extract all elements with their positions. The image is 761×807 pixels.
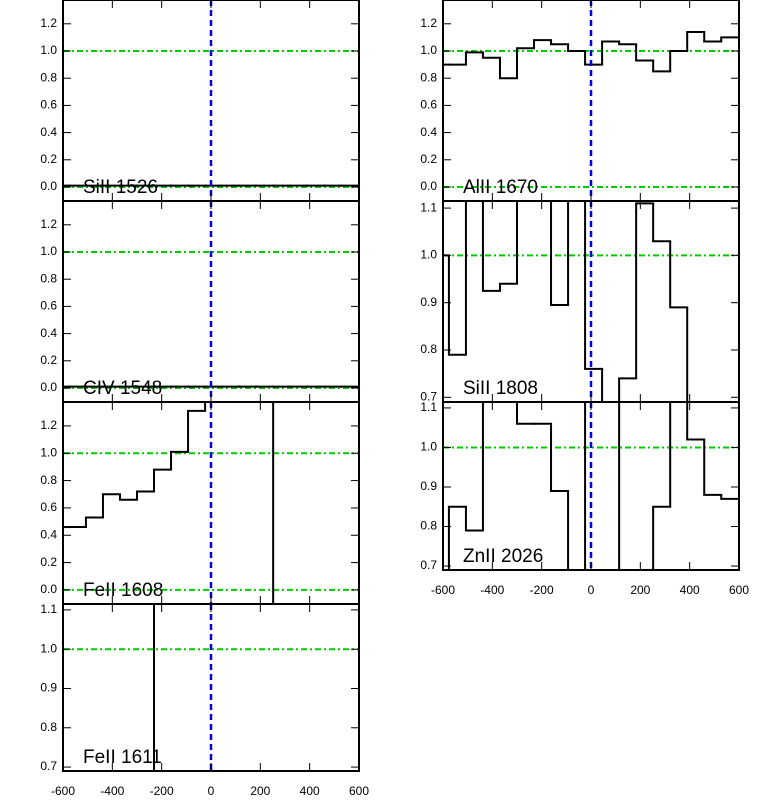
y-tick-label: 0.7: [420, 389, 437, 403]
spectrum: [63, 402, 275, 604]
y-tick-label: 0.4: [420, 125, 437, 139]
x-tick-label: 600: [349, 784, 369, 798]
y-tick-label: 0.6: [40, 98, 57, 112]
panel-label: ZnII 2026: [463, 546, 543, 567]
y-tick-label: 0.2: [40, 353, 57, 367]
y-tick-label: 0.0: [40, 380, 57, 394]
y-tick-label: 0.8: [40, 70, 57, 84]
x-tick-label: 0: [208, 784, 215, 798]
y-tick-label: 0.6: [40, 500, 57, 514]
y-tick-label: 0.2: [40, 152, 57, 166]
y-tick-label: 0.9: [40, 681, 57, 695]
x-tick-label: -200: [530, 583, 554, 597]
y-tick-label: 1.0: [420, 43, 437, 57]
y-tick-label: 0.8: [40, 271, 57, 285]
y-tick-label: 0.6: [40, 299, 57, 313]
y-tick-label: 1.0: [40, 641, 57, 655]
y-tick-label: 0.2: [40, 555, 57, 569]
x-tick-label: 400: [300, 784, 320, 798]
x-tick-label: 200: [250, 784, 270, 798]
x-tick-label: -600: [51, 784, 75, 798]
y-tick-label: 0.7: [420, 558, 437, 572]
y-tick-label: 1.1: [420, 400, 437, 414]
spectrum: [443, 30, 739, 80]
y-tick-label: 0.8: [420, 70, 437, 84]
panel-label: CIV 1548: [83, 378, 162, 399]
y-tick-label: 1.2: [40, 16, 57, 30]
x-tick-label: 200: [630, 583, 650, 597]
y-tick-label: 0.4: [40, 125, 57, 139]
panel: 0.7 0.8 0.9 1.0 1.1 SiII 1808: [420, 200, 740, 403]
y-tick-label: 1.0: [420, 248, 437, 262]
y-tick-label: 1.2: [40, 418, 57, 432]
y-tick-label: 0.9: [420, 479, 437, 493]
spectrum: [153, 604, 156, 771]
x-tick-label: -200: [150, 784, 174, 798]
y-tick-label: 0.8: [40, 720, 57, 734]
x-tick-label: -400: [480, 583, 504, 597]
x-tick-label: 600: [729, 583, 749, 597]
panel: 0.7 0.8 0.9 1.0 1.1 -600 -400 -200 0 200 400 600 ZnI…: [420, 400, 749, 597]
y-tick-label: 0.7: [40, 759, 57, 773]
y-tick-label: 1.1: [40, 602, 57, 616]
y-tick-label: 1.1: [420, 200, 437, 214]
x-tick-label: 0: [588, 583, 595, 597]
y-tick-label: 0.4: [40, 326, 57, 340]
y-tick-label: 0.8: [40, 473, 57, 487]
spectrum: [443, 201, 689, 402]
y-tick-label: 1.2: [40, 217, 57, 231]
panel-label: SiII 1808: [463, 378, 538, 399]
y-tick-label: 1.0: [40, 445, 57, 459]
y-tick-label: 0.0: [40, 179, 57, 193]
panel: 0.7 0.8 0.9 1.0 1.1 -600 -400 -200 0 200 400 600 FeI…: [40, 602, 369, 798]
y-tick-label: 0.9: [420, 295, 437, 309]
y-tick-label: 1.0: [40, 43, 57, 57]
x-tick-label: -400: [100, 784, 124, 798]
panel: 0.0 0.2 0.4 0.6 0.8 1.0 1.2 AlII 1670: [420, 0, 740, 202]
y-tick-label: 0.2: [420, 152, 437, 166]
panel-label: FeII 1611: [83, 747, 162, 768]
spectrum: [447, 402, 739, 570]
y-tick-label: 0.8: [420, 342, 437, 356]
panel-label: SiII 1526: [83, 177, 158, 198]
panel: 0.0 0.2 0.4 0.6 0.8 1.0 1.2 CIV 1548: [40, 200, 360, 403]
x-tick-label: 400: [680, 583, 700, 597]
y-tick-label: 0.6: [420, 98, 437, 112]
y-tick-label: 1.0: [40, 244, 57, 258]
panel: 0.0 0.2 0.4 0.6 0.8 1.0 1.2 SiII 1526: [40, 0, 360, 202]
y-tick-label: 0.0: [40, 582, 57, 596]
panel-label: FeII 1608: [83, 580, 163, 601]
y-tick-label: 0.0: [420, 179, 437, 193]
y-tick-label: 1.2: [420, 16, 437, 30]
panel: 0.0 0.2 0.4 0.6 0.8 1.0 1.2 FeII 1608: [40, 401, 360, 605]
x-tick-label: -600: [431, 583, 455, 597]
y-tick-label: 0.8: [420, 519, 437, 533]
panel-label: AlII 1670: [463, 177, 538, 198]
y-tick-label: 0.4: [40, 527, 57, 541]
y-tick-label: 1.0: [420, 440, 437, 454]
